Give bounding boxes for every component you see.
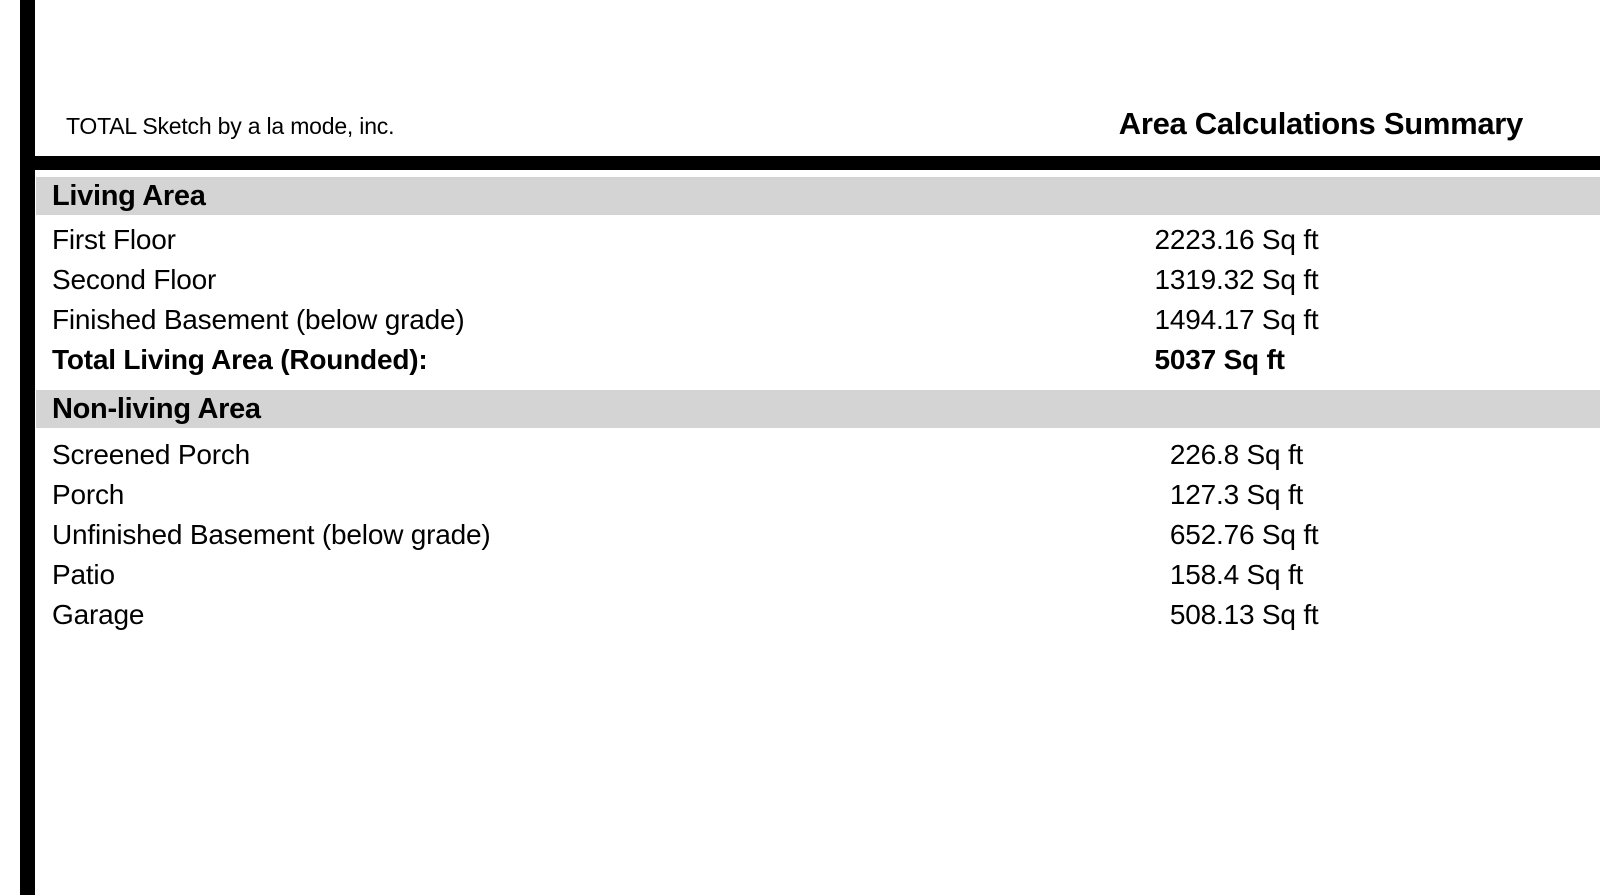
row-value-fraction-unit: .8 Sq ft — [1216, 439, 1304, 470]
table-row: Finished Basement (below grade) 1494 .17… — [0, 300, 1600, 340]
row-value-integer: 508 — [1169, 599, 1216, 630]
row-value-fraction-unit: Sq ft — [1216, 344, 1285, 375]
row-label: Porch — [52, 479, 125, 510]
header-rule — [30, 156, 1600, 170]
section-header-living-area: Living Area — [36, 177, 1600, 215]
row-value-fraction-unit: .13 Sq ft — [1216, 599, 1319, 630]
page-title: Area Calculations Summary — [1118, 106, 1524, 141]
row-value-integer: 652 — [1169, 519, 1216, 550]
row-value-integer: 1494 — [1154, 304, 1217, 335]
table-row: Second Floor 1319 .32 Sq ft — [0, 260, 1600, 300]
non-living-area-rows: Screened Porch 226 .8 Sq ft Porch 127 .3… — [0, 435, 1600, 635]
section-header-non-living-area: Non-living Area — [36, 390, 1600, 428]
row-label: Unfinished Basement (below grade) — [52, 519, 491, 550]
row-value-fraction-unit: .4 Sq ft — [1216, 559, 1304, 590]
total-living-area-row: Total Living Area (Rounded): 5037 Sq ft — [0, 340, 1600, 380]
row-value-integer: 1319 — [1154, 264, 1217, 295]
row-label: Patio — [52, 559, 115, 590]
row-value-fraction-unit: .32 Sq ft — [1216, 264, 1319, 295]
row-value-fraction-unit: .76 Sq ft — [1216, 519, 1319, 550]
table-row: Unfinished Basement (below grade) 652 .7… — [0, 515, 1600, 555]
row-label: Total Living Area (Rounded): — [52, 344, 428, 375]
publisher-note: TOTAL Sketch by a la mode, inc. — [66, 113, 395, 139]
row-value-fraction-unit: .3 Sq ft — [1216, 479, 1304, 510]
row-value-integer: 5037 — [1154, 344, 1217, 375]
row-value-integer: 2223 — [1154, 224, 1217, 255]
page-edge-bar — [20, 0, 35, 895]
row-value-integer: 158 — [1169, 559, 1216, 590]
row-value-integer: 226 — [1169, 439, 1216, 470]
table-row: Patio 158 .4 Sq ft — [0, 555, 1600, 595]
row-label: First Floor — [52, 224, 176, 255]
living-area-rows: First Floor 2223 .16 Sq ft Second Floor … — [0, 220, 1600, 380]
row-label: Screened Porch — [52, 439, 250, 470]
table-row: First Floor 2223 .16 Sq ft — [0, 220, 1600, 260]
table-row: Porch 127 .3 Sq ft — [0, 475, 1600, 515]
row-value-fraction-unit: .17 Sq ft — [1216, 304, 1319, 335]
row-label: Garage — [52, 599, 145, 630]
row-label: Finished Basement (below grade) — [52, 304, 465, 335]
row-label: Second Floor — [52, 264, 217, 295]
row-value-fraction-unit: .16 Sq ft — [1216, 224, 1319, 255]
table-row: Garage 508 .13 Sq ft — [0, 595, 1600, 635]
row-value-integer: 127 — [1169, 479, 1216, 510]
table-row: Screened Porch 226 .8 Sq ft — [0, 435, 1600, 475]
